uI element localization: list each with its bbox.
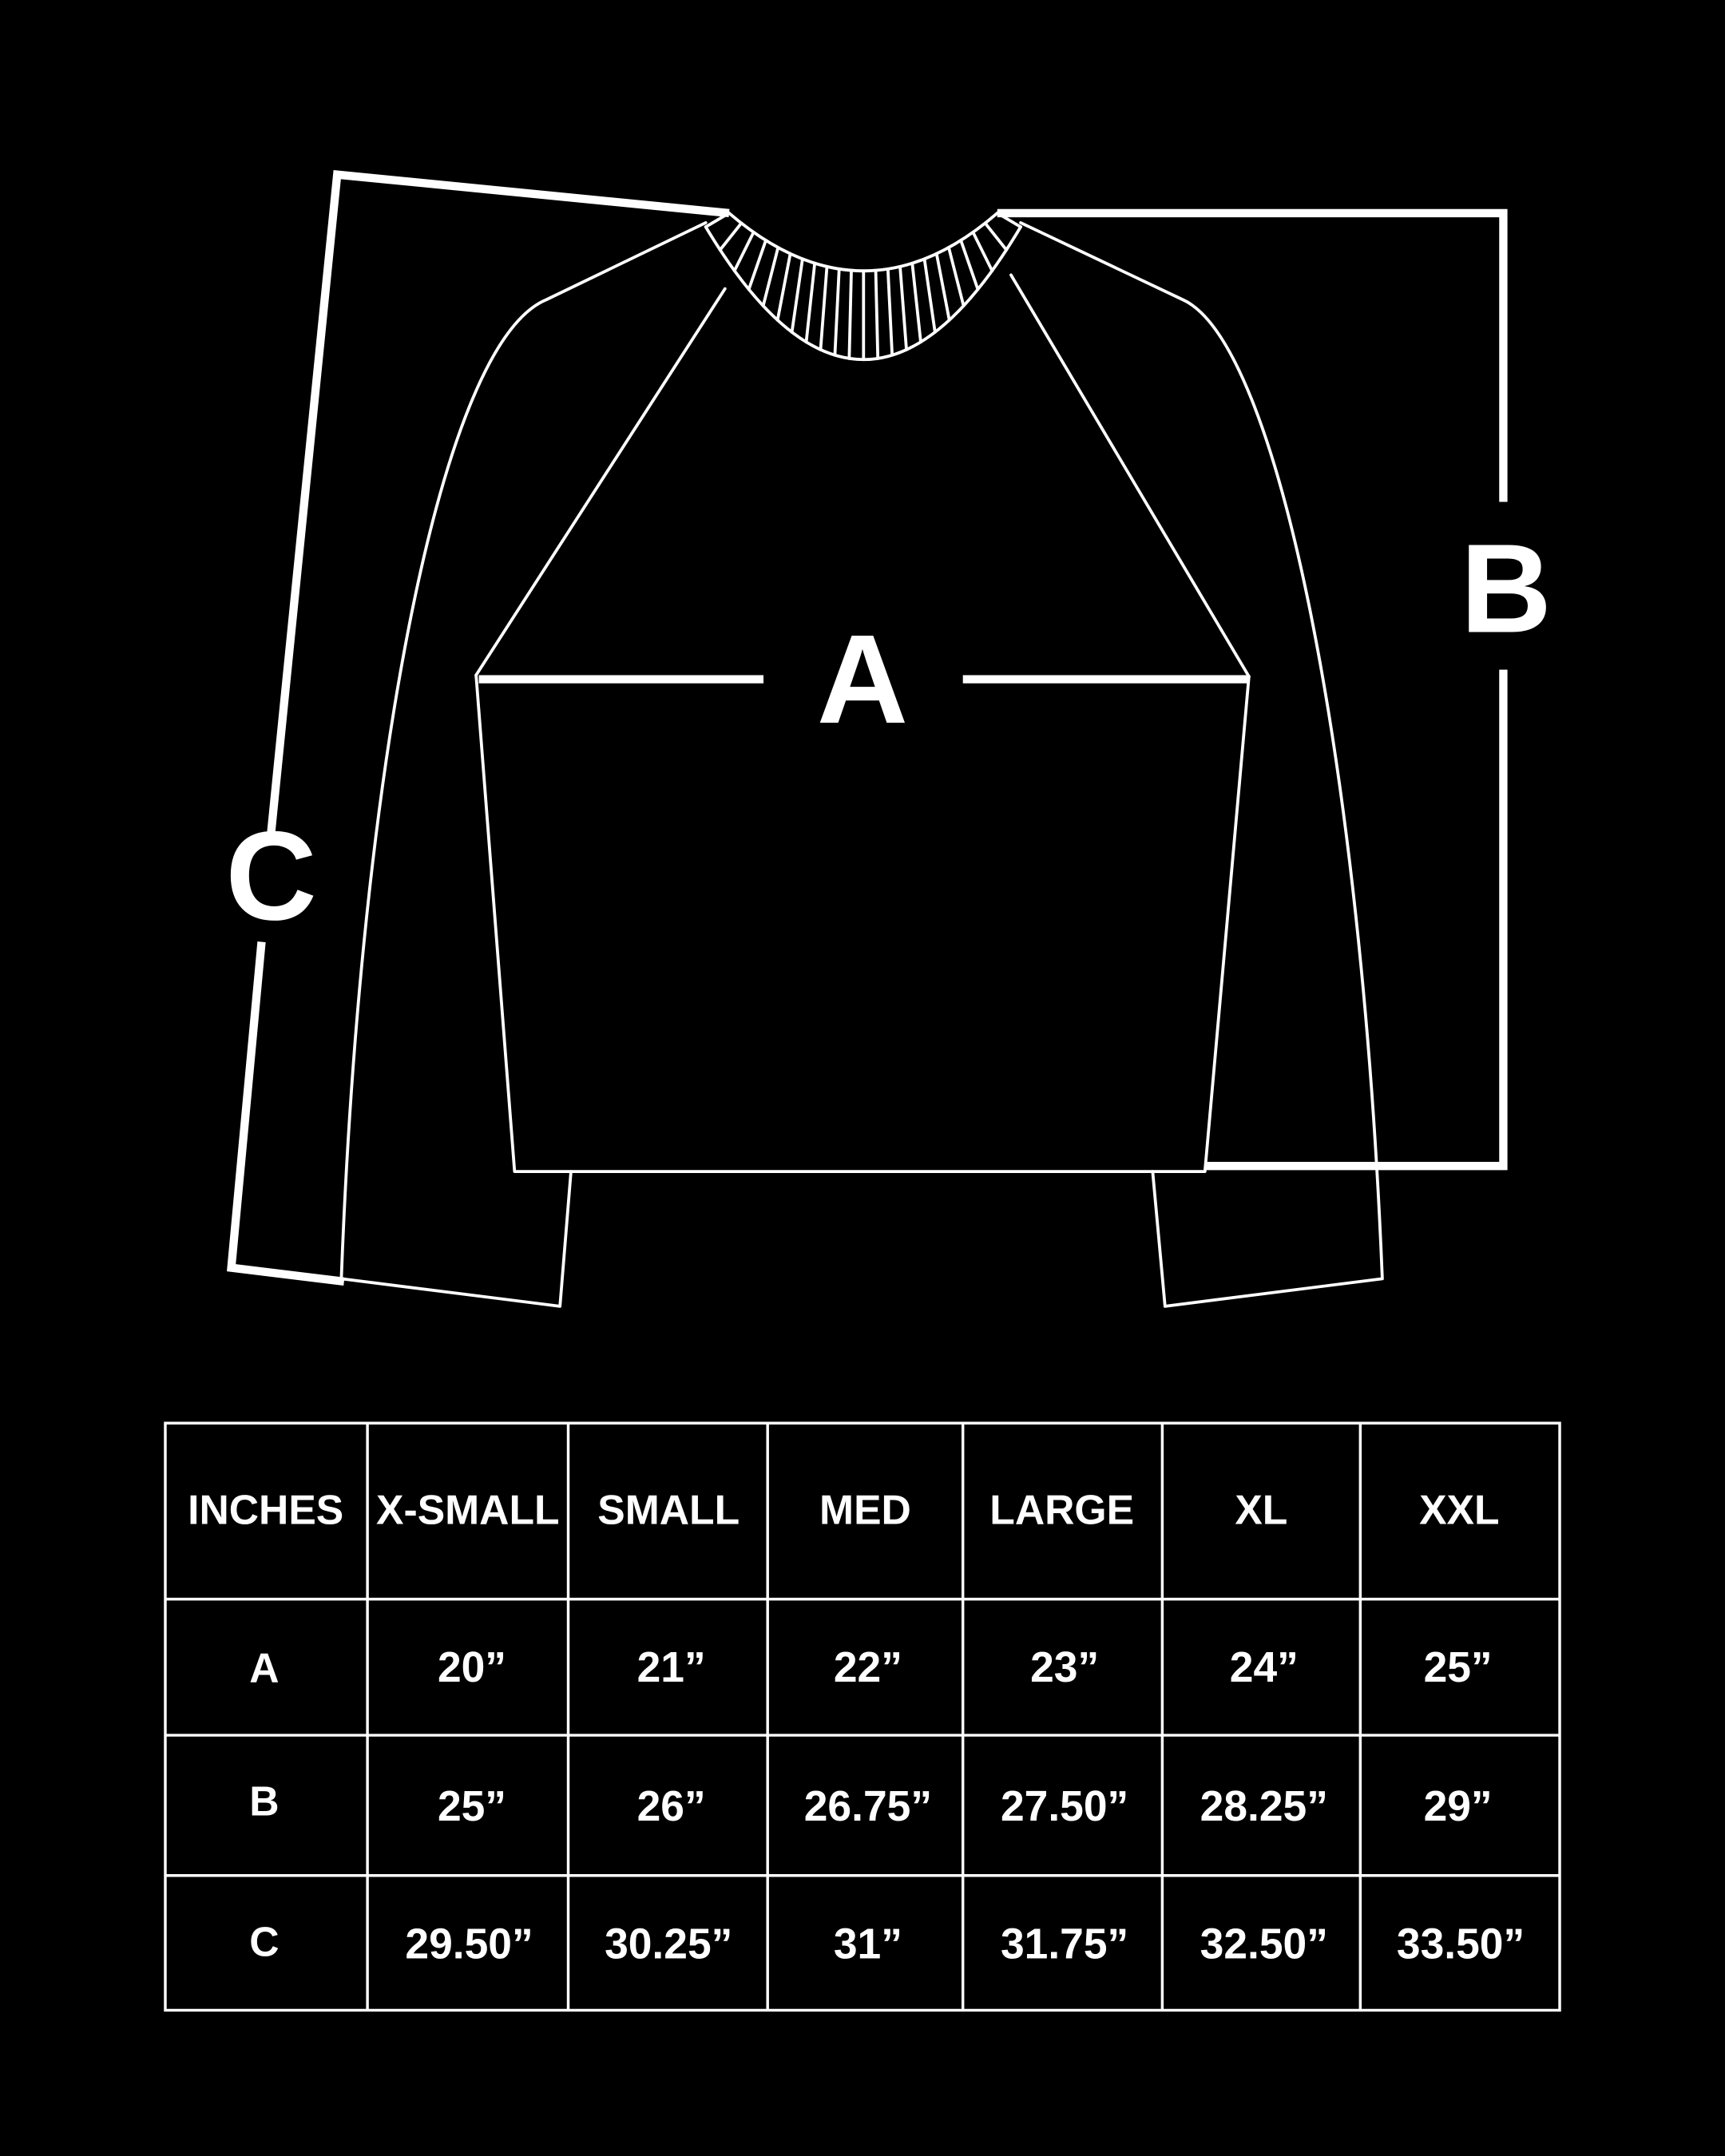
collar-rib	[718, 221, 744, 252]
header-cell: XXL	[1419, 1487, 1499, 1533]
collar-rib	[847, 268, 853, 360]
collar-rib	[947, 246, 966, 307]
collar-rib	[804, 261, 817, 344]
dimension-b-line-top	[997, 208, 1508, 502]
table-border	[164, 1421, 1561, 2012]
collar-rib	[761, 246, 780, 307]
right-raglan-seam	[1009, 273, 1251, 679]
dimension-c-line-bottom	[227, 941, 345, 1286]
table-row: C 29.50” 30.25” 31” 31.75” 32.50” 33.50”	[249, 1918, 1525, 1968]
table-cell: 29.50”	[405, 1920, 533, 1968]
header-cell: XL	[1235, 1487, 1287, 1533]
left-sleeve	[339, 221, 708, 1308]
table-row: B 25” 26” 26.75” 27.50” 28.25” 29”	[249, 1778, 1492, 1830]
table-cell: 29”	[1424, 1783, 1493, 1830]
table-cell: 31”	[834, 1920, 902, 1968]
collar-rib	[732, 230, 755, 272]
dimension-a-label: A	[817, 608, 908, 750]
collar-top-edge	[704, 212, 1022, 229]
left-raglan-seam	[474, 287, 727, 677]
sweater-body	[474, 673, 1251, 1173]
row-label: C	[249, 1918, 279, 1964]
header-cell: LARGE	[989, 1487, 1134, 1533]
table-cell: 20”	[438, 1644, 506, 1691]
dimension-c-line-top	[267, 170, 730, 833]
table-cell: 32.50”	[1200, 1920, 1328, 1968]
collar-rib	[747, 239, 767, 291]
dimension-b: B	[997, 208, 1552, 1171]
table-cell: 23”	[1030, 1644, 1099, 1691]
dimension-c-label: C	[225, 805, 316, 946]
header-cell: SMALL	[597, 1487, 740, 1533]
table-cell: 21”	[637, 1644, 706, 1691]
collar-rib	[922, 257, 937, 334]
collar-rib	[886, 267, 894, 357]
row-label: B	[249, 1778, 279, 1825]
table-cell: 26”	[637, 1783, 706, 1830]
header-cell: MED	[819, 1487, 911, 1533]
sweater-illustration	[339, 212, 1384, 1308]
collar-rib	[775, 252, 792, 322]
table-cell: 27.50”	[1001, 1783, 1128, 1830]
dimension-b-line-bottom	[1204, 669, 1508, 1171]
header-cell: X-SMALL	[376, 1487, 559, 1533]
table-cell: 33.50”	[1397, 1920, 1525, 1968]
collar-outer-edge	[728, 212, 999, 272]
collar-rib	[898, 264, 908, 351]
table-header-row: INCHES X-SMALL SMALL MED LARGE XL XXL	[188, 1487, 1499, 1533]
collar-rib	[971, 230, 994, 272]
right-sleeve	[1019, 221, 1384, 1308]
size-table: INCHES X-SMALL SMALL MED LARGE XL XXL A …	[164, 1421, 1561, 2012]
row-label: A	[249, 1645, 279, 1691]
collar-rib	[934, 252, 951, 322]
collar-rib	[959, 239, 980, 291]
table-row: A 20” 21” 22” 23” 24” 25”	[249, 1644, 1492, 1691]
dimension-b-label: B	[1461, 517, 1552, 659]
table-grid	[165, 1423, 1560, 2011]
collar-rib	[874, 268, 880, 360]
table-cell: 31.75”	[1001, 1920, 1128, 1968]
collar-rib	[833, 267, 841, 357]
dimension-c: C	[225, 170, 730, 1286]
collar-rib	[910, 261, 922, 344]
collar-ribbing	[718, 221, 1009, 362]
table-cell: 25”	[1424, 1644, 1493, 1691]
table-cell: 26.75”	[804, 1783, 932, 1830]
collar-rib	[819, 264, 829, 351]
table-cell: 22”	[834, 1644, 902, 1691]
table-cell: 24”	[1230, 1644, 1299, 1691]
table-cell: 30.25”	[605, 1920, 732, 1968]
table-cell: 28.25”	[1200, 1783, 1328, 1830]
header-cell: INCHES	[188, 1487, 343, 1533]
table-cell: 25”	[438, 1783, 506, 1830]
collar-rib	[983, 221, 1009, 252]
dimension-a: A	[478, 608, 1249, 750]
collar-rib	[790, 257, 804, 334]
